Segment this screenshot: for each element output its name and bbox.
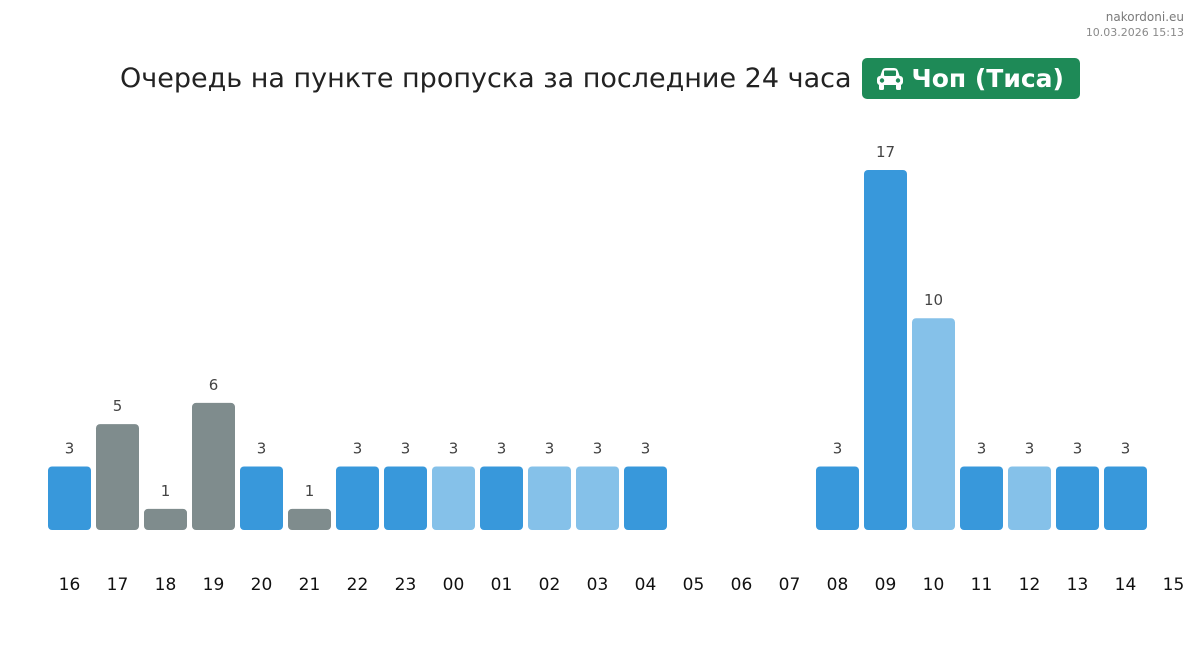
- value-label-17: 5: [113, 397, 123, 415]
- x-tick-10: 10: [923, 575, 945, 595]
- x-tick-23: 23: [395, 575, 417, 595]
- bar-23: [384, 466, 427, 530]
- site-name: nakordoni.eu: [1105, 10, 1184, 24]
- bar-13: [1056, 466, 1099, 530]
- checkpoint-name: Чоп (Тиса): [911, 64, 1064, 93]
- brand: nakordoni.eu 10.03.2026 15:13: [1086, 10, 1184, 40]
- value-label-22: 3: [353, 439, 363, 457]
- bar-04: [624, 466, 667, 530]
- bar-20: [240, 466, 283, 530]
- value-label-13: 3: [1073, 439, 1083, 457]
- bar-02: [528, 466, 571, 530]
- x-tick-17: 17: [107, 575, 129, 595]
- bar-17: [96, 424, 139, 530]
- bar-01: [480, 466, 523, 530]
- x-tick-12: 12: [1019, 575, 1041, 595]
- bar-03: [576, 466, 619, 530]
- bar-19: [192, 402, 235, 530]
- x-tick-18: 18: [155, 575, 177, 595]
- bar-14: [1104, 466, 1147, 530]
- bar-18: [144, 508, 187, 530]
- x-tick-11: 11: [971, 575, 993, 595]
- x-tick-04: 04: [635, 575, 657, 595]
- value-label-00: 3: [449, 439, 459, 457]
- value-label-20: 3: [257, 439, 267, 457]
- header: Очередь на пункте пропуска за последние …: [0, 58, 1200, 99]
- x-tick-07: 07: [779, 575, 801, 595]
- x-tick-20: 20: [251, 575, 273, 595]
- value-label-08: 3: [833, 439, 843, 457]
- x-tick-13: 13: [1067, 575, 1089, 595]
- x-tick-00: 00: [443, 575, 465, 595]
- x-tick-05: 05: [683, 575, 705, 595]
- value-label-18: 1: [161, 482, 171, 500]
- chart-title: Очередь на пункте пропуска за последние …: [120, 63, 852, 94]
- value-label-21: 1: [305, 482, 315, 500]
- value-label-14: 3: [1121, 439, 1131, 457]
- value-label-11: 3: [977, 439, 987, 457]
- value-label-09: 17: [876, 143, 895, 161]
- value-label-16: 3: [65, 439, 75, 457]
- bar-12: [1008, 466, 1051, 530]
- bar-11: [960, 466, 1003, 530]
- x-tick-21: 21: [299, 575, 321, 595]
- checkpoint-badge: Чоп (Тиса): [861, 58, 1080, 99]
- value-label-12: 3: [1025, 439, 1035, 457]
- x-tick-02: 02: [539, 575, 561, 595]
- value-label-04: 3: [641, 439, 651, 457]
- bar-08: [816, 466, 859, 530]
- x-tick-03: 03: [587, 575, 609, 595]
- x-tick-19: 19: [203, 575, 225, 595]
- x-tick-06: 06: [731, 575, 753, 595]
- x-tick-09: 09: [875, 575, 897, 595]
- bar-21: [288, 508, 331, 530]
- value-label-19: 6: [209, 376, 219, 394]
- x-tick-08: 08: [827, 575, 849, 595]
- value-label-23: 3: [401, 439, 411, 457]
- bar-00: [432, 466, 475, 530]
- x-tick-01: 01: [491, 575, 513, 595]
- bar-16: [48, 466, 91, 530]
- timestamp: 10.03.2026 15:13: [1085, 26, 1184, 39]
- x-tick-14: 14: [1115, 575, 1137, 595]
- car-icon: [876, 67, 903, 90]
- bar-22: [336, 466, 379, 530]
- x-tick-15: 15: [1163, 575, 1185, 595]
- value-label-01: 3: [497, 439, 507, 457]
- x-tick-22: 22: [347, 575, 369, 595]
- value-label-10: 10: [924, 291, 943, 309]
- value-label-02: 3: [545, 439, 555, 457]
- value-label-03: 3: [593, 439, 603, 457]
- x-tick-16: 16: [59, 575, 81, 595]
- bar-10: [912, 318, 955, 530]
- bar-09: [864, 169, 907, 530]
